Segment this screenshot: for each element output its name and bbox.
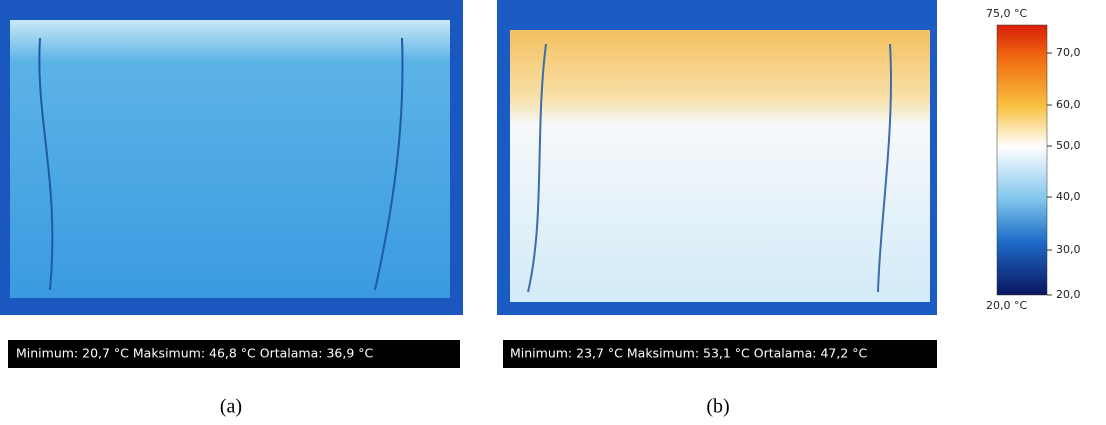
- colorbar-tick: 30,0: [1056, 243, 1081, 256]
- thermal-image-a: [0, 0, 463, 315]
- colorbar-tick: 40,0: [1056, 190, 1081, 203]
- stats-text: Minimum: 20,7 °C Maksimum: 46,8 °C Ortal…: [16, 346, 374, 361]
- stats-text: Minimum: 23,7 °C Maksimum: 53,1 °C Ortal…: [510, 346, 868, 361]
- colorbar-tick: 50,0: [1056, 139, 1081, 152]
- colorbar-tick: 60,0: [1056, 98, 1081, 111]
- thermal-image-b: [497, 0, 937, 315]
- colorbar-min: 20,0 °C: [986, 299, 1027, 312]
- figure: Minimum: 20,7 °C Maksimum: 46,8 °C Ortal…: [0, 0, 1106, 425]
- colorbar-tick: 70,0: [1056, 46, 1081, 59]
- caption: (b): [706, 396, 729, 418]
- caption: (a): [220, 396, 242, 418]
- colorbar: 75,0 °C 20,0 °C 70,0 60,0 50,0 40,0 30,0…: [986, 7, 1081, 312]
- colorbar-tick: 20,0: [1056, 288, 1081, 301]
- colorbar-max: 75,0 °C: [986, 7, 1027, 20]
